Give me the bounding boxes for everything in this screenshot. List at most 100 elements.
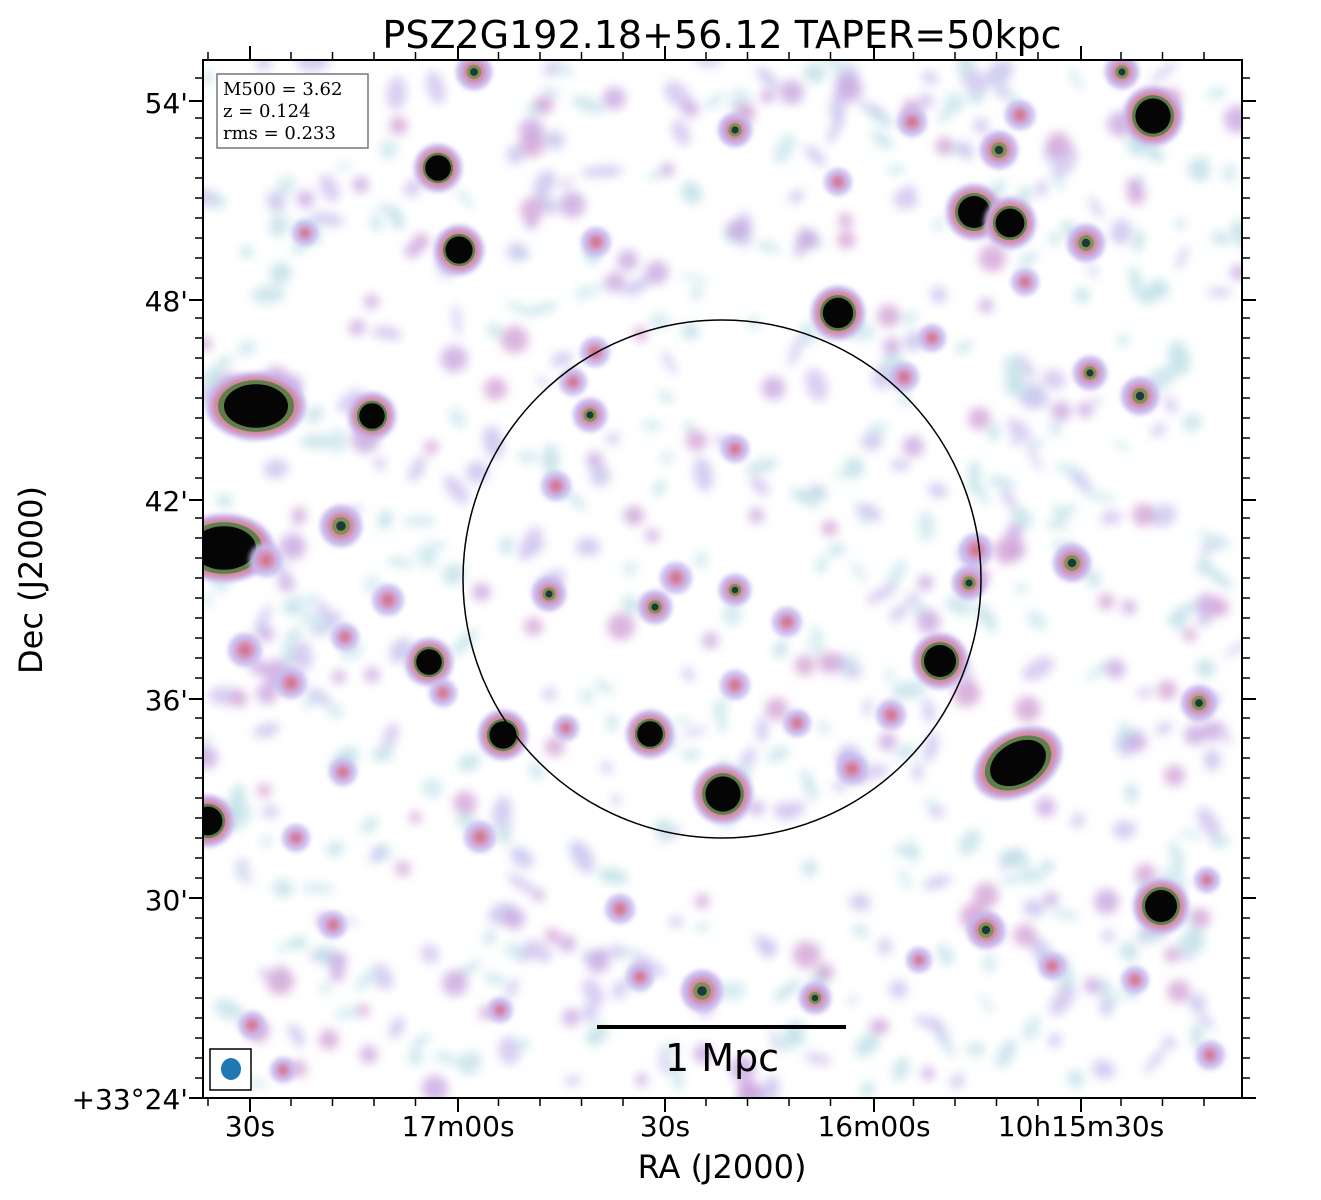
plot-frame <box>202 59 1243 1099</box>
radio-source <box>720 670 750 700</box>
y-tick-label: 54' <box>145 87 188 120</box>
radio-source <box>559 368 587 396</box>
radio-source <box>329 758 357 786</box>
radio-source <box>1053 544 1091 582</box>
radio-source <box>203 795 234 847</box>
scale-bar: 1 Mpc <box>597 1025 846 1080</box>
radio-source <box>980 131 1018 169</box>
radio-source <box>203 514 274 582</box>
radio-source <box>414 144 462 192</box>
radio-source <box>1194 867 1220 893</box>
radio-source <box>681 970 723 1012</box>
radio-source <box>967 911 1005 949</box>
beam-box <box>209 1048 252 1091</box>
radio-source <box>1067 224 1105 262</box>
x-tick-label: 16m00s <box>817 1110 930 1143</box>
radio-source <box>553 715 579 741</box>
x-tick-label: 30s <box>640 1110 690 1143</box>
radio-source <box>693 764 753 824</box>
radio-source <box>1196 1041 1224 1069</box>
y-tick-label: 42' <box>145 485 188 518</box>
radio-source <box>292 220 318 246</box>
axis-ticks <box>189 46 1256 1112</box>
radio-source <box>876 700 906 730</box>
radio-source <box>464 821 496 853</box>
y-tick-label: 48' <box>145 285 188 318</box>
plot-background <box>203 60 1242 1098</box>
radio-source <box>573 398 607 432</box>
radio-source <box>1181 685 1217 721</box>
x-tick-label: 17m00s <box>401 1110 514 1143</box>
x-axis-label: RA (J2000) <box>638 1148 807 1186</box>
radio-source <box>249 543 283 577</box>
radio-source <box>456 60 492 90</box>
radio-source <box>275 667 307 699</box>
radio-source <box>721 435 749 463</box>
info-redshift: z = 0.124 <box>223 101 311 122</box>
radio-source <box>811 286 865 340</box>
radio-source <box>1073 356 1107 390</box>
radio-source <box>906 947 932 973</box>
radio-source <box>434 225 484 275</box>
radio-source <box>532 577 566 611</box>
radio-source <box>331 623 359 651</box>
radio-source <box>1105 60 1139 89</box>
radio-source <box>1038 952 1066 980</box>
radio-source <box>984 197 1036 249</box>
y-tick-labels: +33°24' 30' 36' 42' 48' 54' <box>72 87 188 1116</box>
radio-source <box>626 963 654 991</box>
radio-source <box>206 372 306 440</box>
radio-source <box>959 533 993 567</box>
radio-source <box>238 1011 266 1039</box>
radio-source <box>824 168 852 196</box>
radio-source <box>319 911 347 939</box>
radio-source <box>605 894 635 924</box>
radio-source <box>429 679 457 707</box>
radio-source <box>372 584 404 616</box>
r500-circle <box>462 319 982 839</box>
radio-source <box>580 337 610 367</box>
radio-source <box>282 824 310 852</box>
radio-source <box>348 392 396 440</box>
radio-source <box>228 633 262 667</box>
radio-source <box>897 107 927 137</box>
radio-source <box>581 227 611 257</box>
radio-sources <box>203 60 1224 1083</box>
radio-source <box>660 562 692 594</box>
radio-source <box>1121 377 1159 415</box>
x-tick-label: 10h15m30s <box>998 1110 1165 1143</box>
radio-source <box>973 726 1063 800</box>
info-mass: M500 = 3.62 <box>223 79 342 100</box>
radio-source <box>270 1057 296 1083</box>
radio-source <box>1005 100 1035 130</box>
radio-source <box>912 633 968 689</box>
radio-source <box>541 471 571 501</box>
radio-source <box>719 574 751 606</box>
info-rms: rms = 0.233 <box>223 123 336 144</box>
radio-source <box>772 607 802 637</box>
radio-source <box>889 362 919 392</box>
radio-source <box>405 638 453 686</box>
radio-source <box>918 324 946 352</box>
beam-ellipse <box>221 1058 241 1080</box>
radio-source <box>783 709 811 737</box>
radio-source <box>638 590 672 624</box>
y-axis-label: Dec (J2000) <box>12 486 50 674</box>
radio-source <box>1121 966 1149 994</box>
radio-source <box>718 113 752 147</box>
y-tick-label: 36' <box>145 684 188 717</box>
y-tick-label: 30' <box>145 884 188 917</box>
scale-bar-label: 1 Mpc <box>665 1036 779 1080</box>
radio-source <box>626 710 674 758</box>
radio-source <box>487 997 513 1023</box>
x-tick-label: 30s <box>225 1110 275 1143</box>
radio-source <box>1011 268 1039 296</box>
radio-source <box>952 566 986 600</box>
y-tick-label: +33°24' <box>72 1083 188 1116</box>
info-box: M500 = 3.62 z = 0.124 rms = 0.233 <box>216 73 369 149</box>
radio-source <box>320 505 362 547</box>
radio-source <box>1123 86 1183 146</box>
x-tick-labels: 30s 17m00s 30s 16m00s 10h15m30s <box>225 1110 1164 1143</box>
radio-source <box>1133 878 1189 934</box>
